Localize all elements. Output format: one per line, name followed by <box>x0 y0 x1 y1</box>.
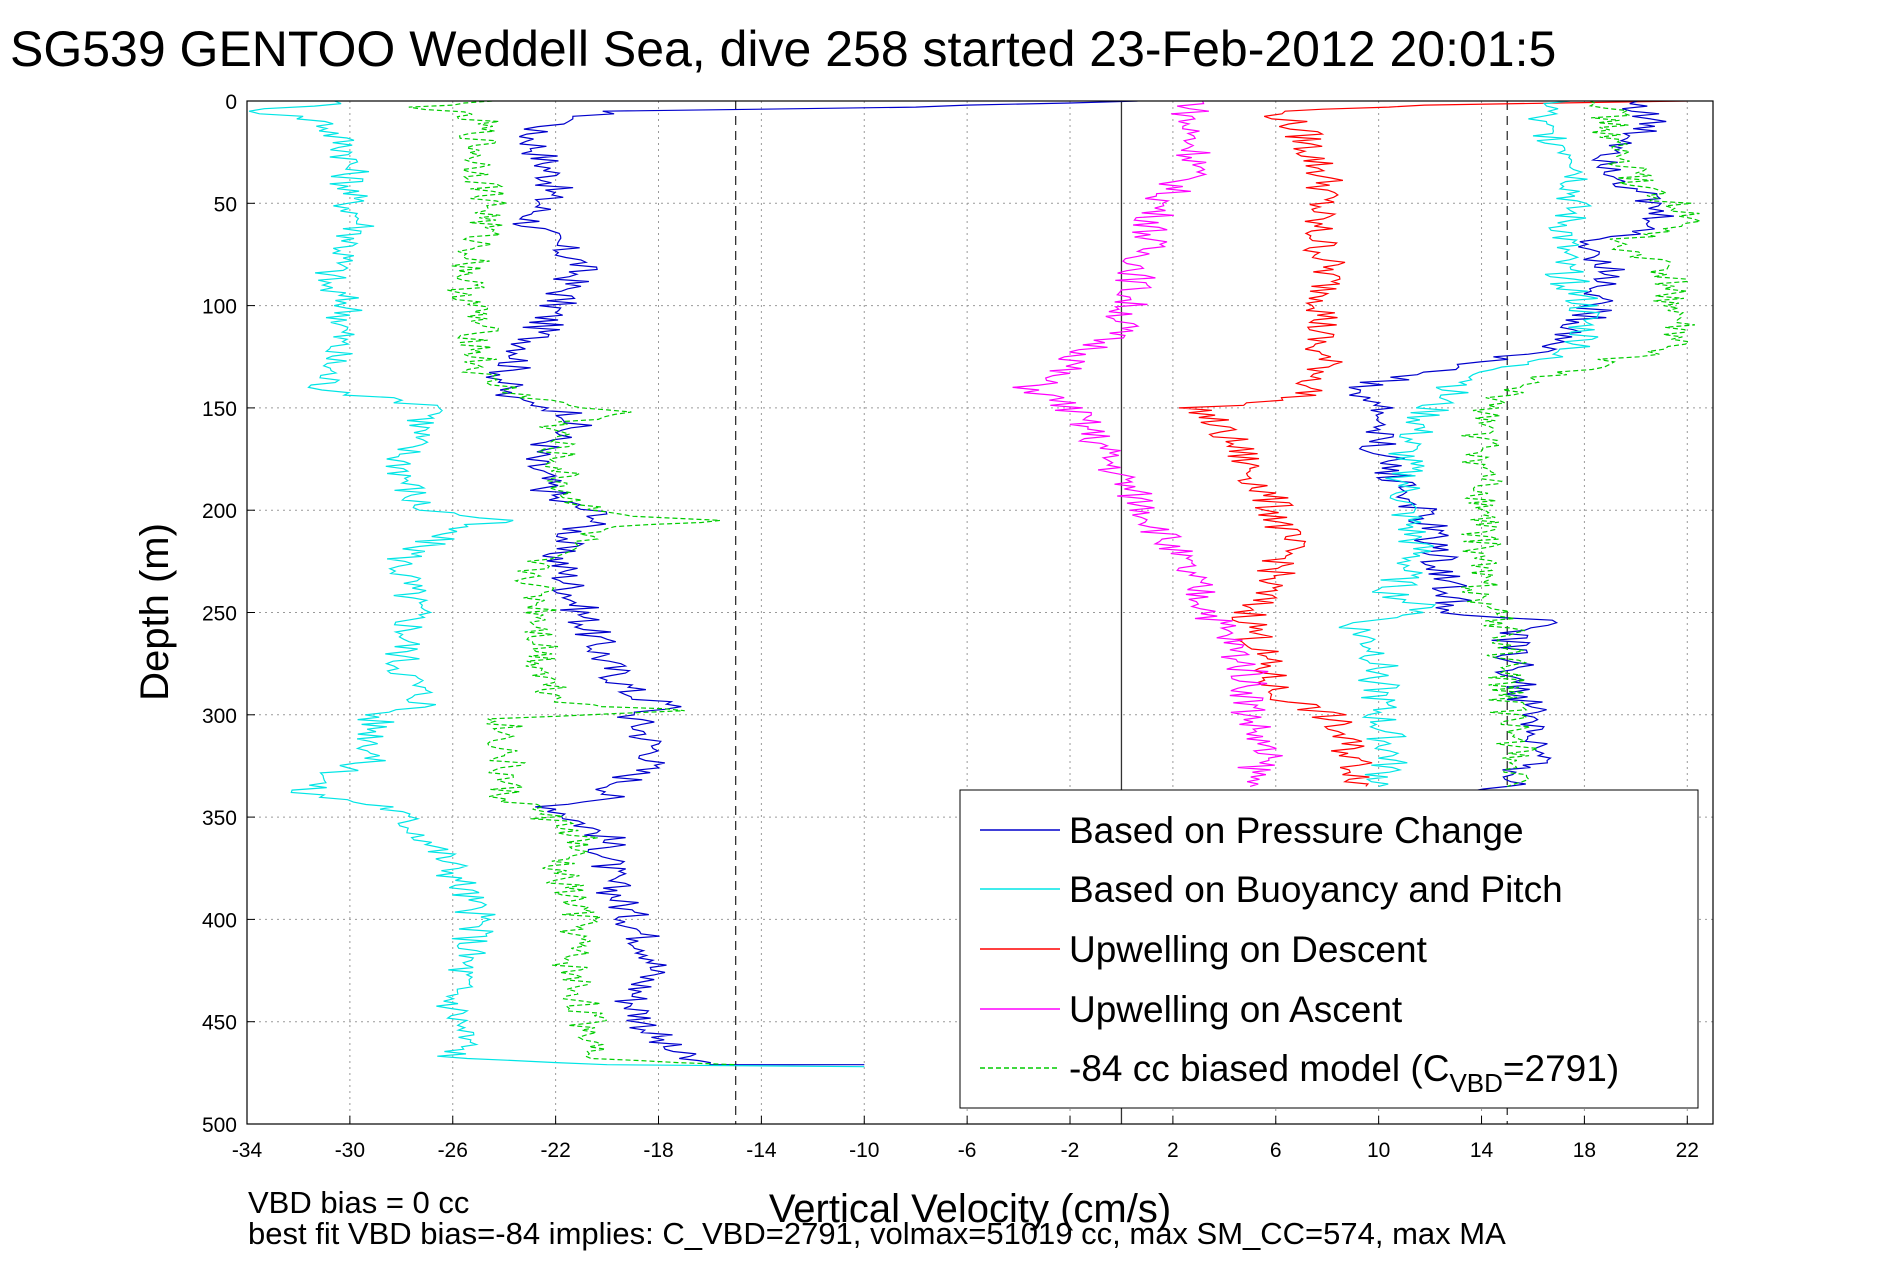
x-tick-label: 14 <box>1470 1139 1494 1162</box>
x-tick-label: -30 <box>335 1139 365 1162</box>
x-tick-label: -2 <box>1061 1139 1080 1162</box>
chart-title: SG539 GENTOO Weddell Sea, dive 258 start… <box>10 21 1556 77</box>
y-tick-label: 450 <box>202 1012 237 1035</box>
x-tick-label: 18 <box>1573 1139 1596 1162</box>
x-tick-label: 2 <box>1167 1139 1179 1162</box>
legend-entry-label: Upwelling on Descent <box>1069 929 1428 970</box>
series-line-buoyancy-pitch-right <box>1338 101 1601 787</box>
series-lines <box>248 101 1701 1068</box>
series-line-biased-model-right <box>1461 101 1701 787</box>
legend-entry-label: -84 cc biased model (CVBD=2791) <box>1069 1048 1619 1098</box>
y-tick-label: 350 <box>202 807 237 830</box>
series-line-biased-model <box>408 101 736 1066</box>
legend: Based on Pressure Change Based on Buoyanc… <box>959 789 1699 1109</box>
y-tick-label: 500 <box>202 1114 237 1137</box>
x-tick-label: -26 <box>438 1139 468 1162</box>
x-tick-label: -10 <box>849 1139 879 1162</box>
x-tick-label: 10 <box>1367 1139 1390 1162</box>
series-line-upwelling-ascent <box>1012 101 1283 787</box>
y-tick-label: 0 <box>225 91 237 114</box>
footer-best-fit: best fit VBD bias=-84 implies: C_VBD=279… <box>248 1216 1506 1251</box>
y-axis-label: Depth (m) <box>133 523 177 701</box>
footer-vbd-bias: VBD bias = 0 cc <box>248 1185 469 1220</box>
series-line-upwelling-descent <box>1178 101 1688 787</box>
x-tick-label: -22 <box>540 1139 570 1162</box>
axis-ticks: -34 -30 -26 -22 -18 -14 -10 -6 -2 2 6 10 14 18 2205010… <box>202 91 1699 1162</box>
y-tick-label: 250 <box>202 603 237 626</box>
series-line-buoyancy-pitch <box>248 101 865 1068</box>
y-tick-label: 300 <box>202 705 237 728</box>
y-tick-label: 150 <box>202 398 237 421</box>
x-tick-label: -14 <box>746 1139 777 1162</box>
legend-box <box>959 789 1699 1109</box>
legend-entry-label: Based on Buoyancy and Pitch <box>1069 869 1563 910</box>
x-tick-label: 22 <box>1676 1139 1699 1162</box>
series-line-pressure-change-right <box>1348 101 1674 798</box>
x-tick-label: 6 <box>1270 1139 1282 1162</box>
series-line-pressure-change <box>485 101 1138 1066</box>
x-axis-label: Vertical Velocity (cm/s) <box>769 1187 1171 1231</box>
legend-entry-label: Upwelling on Ascent <box>1069 989 1403 1030</box>
x-tick-label: -18 <box>643 1139 673 1162</box>
y-tick-label: 100 <box>202 296 237 319</box>
legend-entry-label: Based on Pressure Change <box>1069 810 1524 851</box>
y-tick-label: 50 <box>214 193 237 216</box>
x-tick-label: -6 <box>958 1139 977 1162</box>
y-tick-label: 200 <box>202 500 237 523</box>
y-tick-label: 400 <box>202 909 237 932</box>
x-tick-label: -34 <box>232 1139 263 1162</box>
